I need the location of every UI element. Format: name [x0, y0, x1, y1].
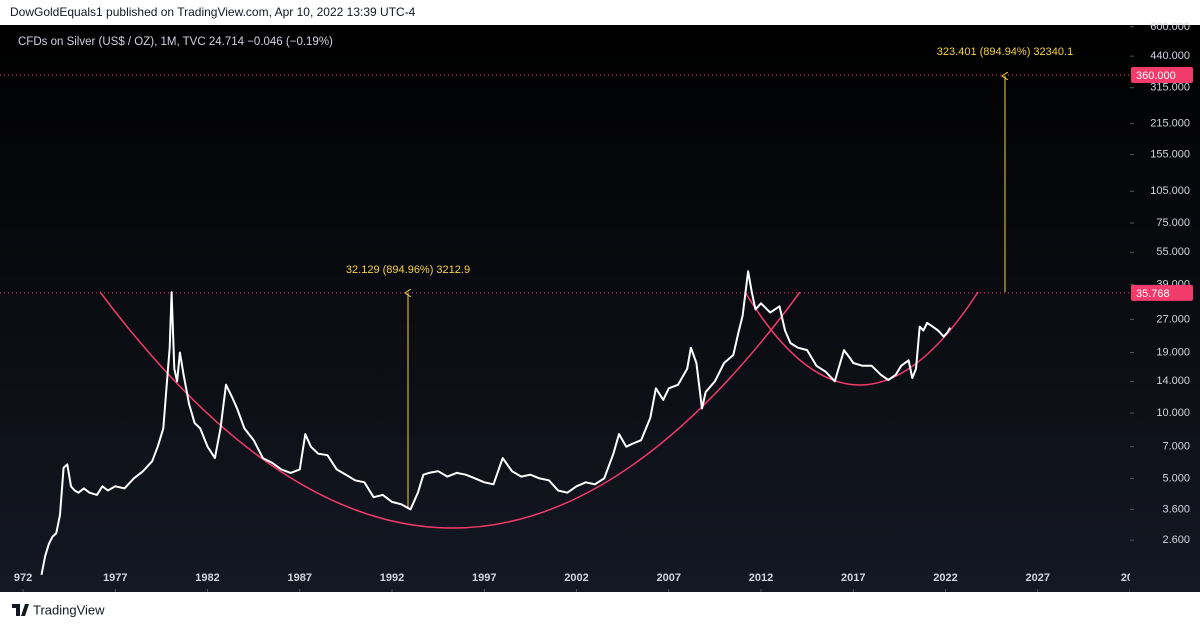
level-label-box [1131, 67, 1193, 84]
y-tick-label: 600.000 [1150, 21, 1190, 33]
x-tick-label: 2002 [564, 572, 588, 584]
x-tick-label: 1987 [288, 572, 312, 584]
y-tick-label: 27.000 [1156, 313, 1190, 325]
cup-curve [99, 291, 801, 529]
x-tick-label: 2022 [933, 572, 957, 584]
y-tick-label: 5.000 [1162, 472, 1190, 484]
x-tick-label: 972 [14, 572, 32, 584]
header-bar [0, 0, 1200, 25]
x-tick-label: 2012 [749, 572, 773, 584]
x-tick-label: 203 [1121, 572, 1139, 584]
y-tick-label: 7.000 [1162, 441, 1190, 453]
plot-background [0, 25, 1200, 592]
level-label: 35.768 [1136, 288, 1170, 300]
logo-icon [12, 604, 29, 616]
y-tick-label: 3.600 [1162, 503, 1190, 515]
level-label-box [1131, 284, 1193, 301]
y-tick-label: 440.000 [1150, 50, 1190, 62]
x-tick-label: 1997 [472, 572, 496, 584]
x-axis: 972 1977 1982 1987 1992 1997 2002 2007 2012 2017 2… [14, 572, 1139, 592]
annotation: 32.129 (894.96%) 3212.9 [346, 264, 470, 276]
y-tick-label: 2.600 [1162, 534, 1190, 546]
annotation: 323.401 (894.94%) 32340.1 [937, 46, 1073, 58]
y-tick-label: 10.000 [1156, 407, 1190, 419]
x-tick-label: 1977 [103, 572, 127, 584]
price-line [40, 270, 951, 575]
level-label: 360.000 [1136, 70, 1176, 82]
footer-text: TradingView [33, 602, 105, 617]
y-tick-label: 75.000 [1156, 217, 1190, 229]
legend: CFDs on Silver (US$ / OZ), 1M, TVC 24.71… [18, 36, 333, 48]
y-tick-label: 215.000 [1150, 118, 1190, 130]
x-tick-label: 2017 [841, 572, 865, 584]
y-tick-label: 55.000 [1156, 246, 1190, 258]
y-tick-label: 105.000 [1150, 185, 1190, 197]
x-tick-label: 2027 [1026, 572, 1050, 584]
plot [0, 75, 1130, 575]
footer-bar [0, 592, 1200, 628]
x-tick-label: 1992 [380, 572, 404, 584]
x-tick-label: 2007 [657, 572, 681, 584]
header-text: DowGoldEquals1 published on TradingView.… [10, 5, 416, 19]
x-tick-label: 1982 [195, 572, 219, 584]
y-tick-label: 315.000 [1150, 82, 1190, 94]
y-tick-label: 19.000 [1156, 346, 1190, 358]
y-tick-label: 14.000 [1156, 375, 1190, 387]
y-tick-label: 155.000 [1150, 148, 1190, 160]
